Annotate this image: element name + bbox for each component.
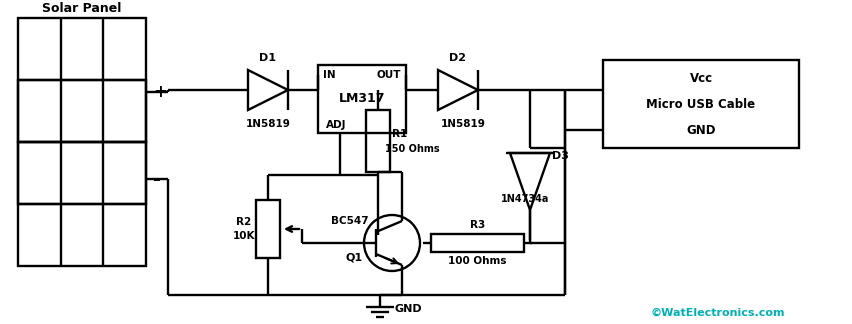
Text: +: +: [153, 83, 167, 101]
Bar: [18, 18, 146, 266]
Bar: [318, 65, 406, 133]
Text: IN: IN: [323, 70, 336, 80]
Text: OUT: OUT: [377, 70, 401, 80]
Bar: [18, 80, 146, 142]
Bar: [431, 234, 524, 252]
Text: GND: GND: [686, 123, 716, 136]
Bar: [603, 60, 799, 148]
Text: 1N5819: 1N5819: [245, 119, 291, 129]
Text: Q1: Q1: [345, 252, 363, 262]
Bar: [256, 200, 280, 258]
Text: GND: GND: [394, 304, 422, 314]
Text: D2: D2: [450, 53, 467, 63]
Text: R1: R1: [393, 129, 407, 139]
Text: ©WatElectronics.com: ©WatElectronics.com: [651, 308, 786, 318]
Text: 1N5819: 1N5819: [440, 119, 486, 129]
Text: 1N4734a: 1N4734a: [501, 194, 550, 204]
Text: D3: D3: [551, 151, 568, 161]
Text: 10K: 10K: [233, 231, 256, 241]
Text: –: –: [153, 172, 160, 187]
Text: 100 Ohms: 100 Ohms: [448, 256, 507, 266]
Text: ADJ: ADJ: [326, 120, 347, 130]
Text: D1: D1: [260, 53, 277, 63]
Text: R3: R3: [469, 220, 485, 230]
Text: 150 Ohms: 150 Ohms: [385, 144, 440, 154]
Text: Micro USB Cable: Micro USB Cable: [647, 98, 756, 110]
Bar: [366, 110, 390, 172]
Text: BC547: BC547: [331, 216, 369, 226]
Text: Vcc: Vcc: [689, 72, 712, 85]
Text: R2: R2: [236, 217, 251, 227]
Text: Solar Panel: Solar Panel: [43, 3, 122, 16]
Bar: [18, 142, 146, 204]
Text: LM317: LM317: [339, 92, 385, 106]
